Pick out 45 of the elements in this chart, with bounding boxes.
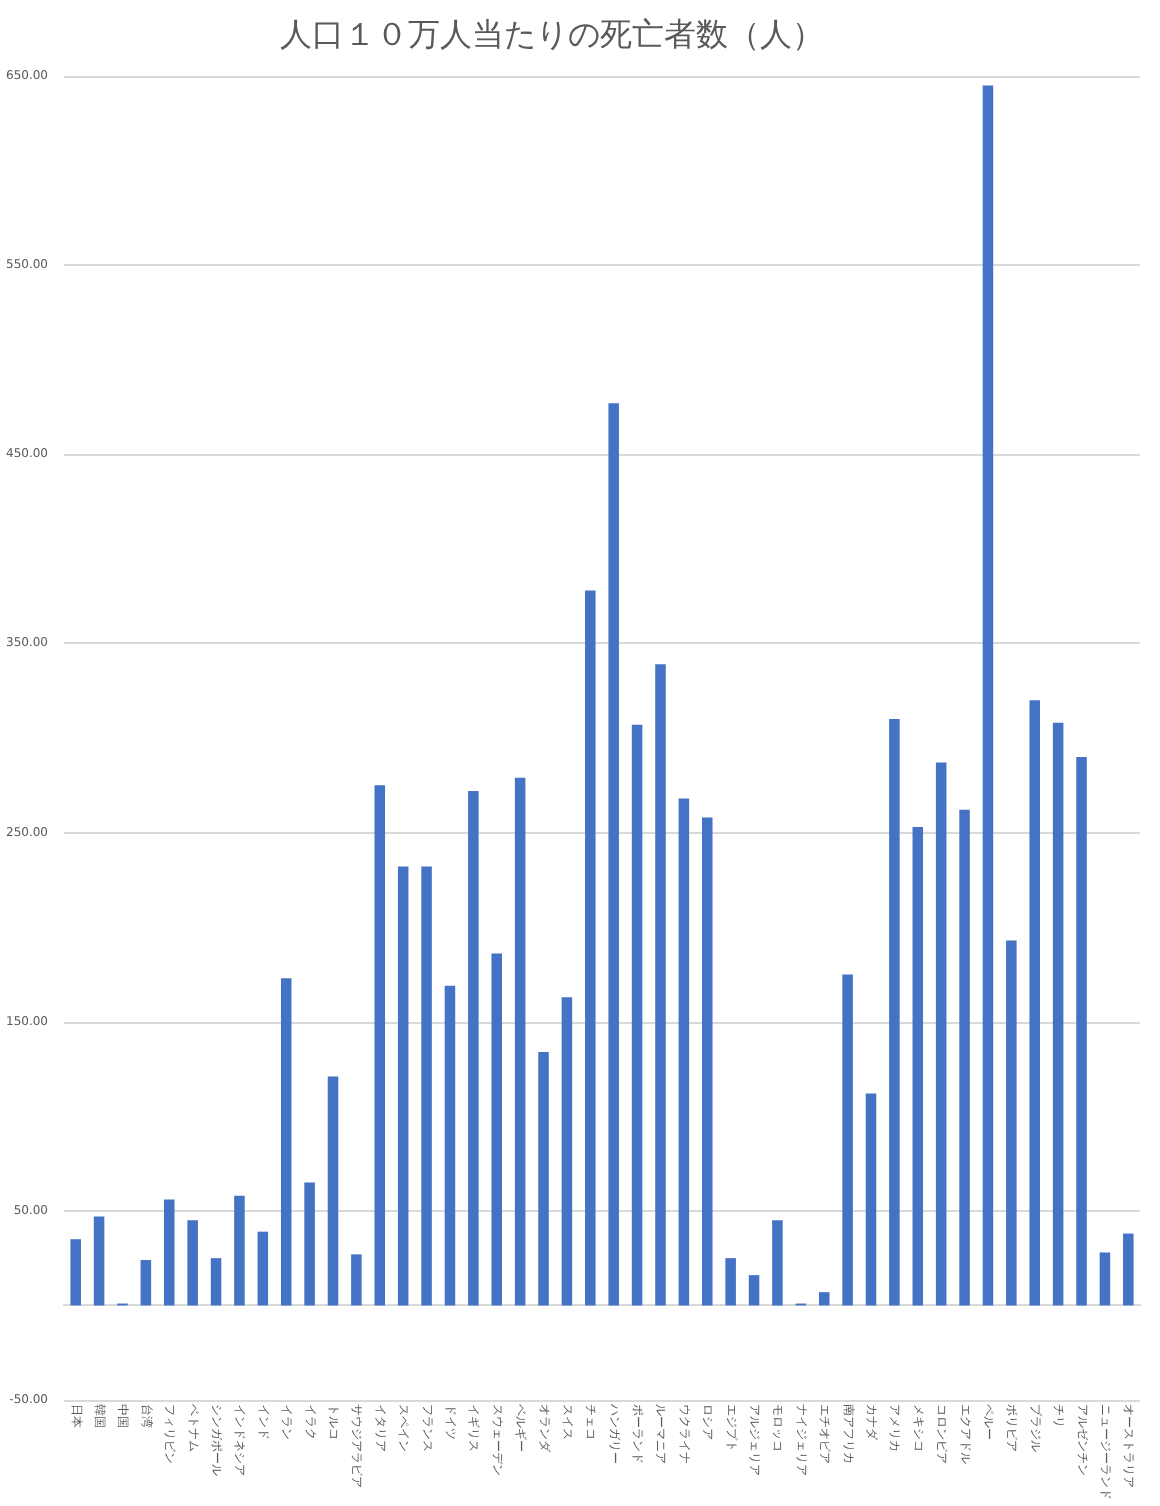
- bar: [585, 590, 596, 1306]
- bar: [514, 777, 526, 1306]
- bar: [842, 974, 853, 1306]
- bar: [608, 403, 619, 1306]
- bar: [1076, 756, 1087, 1306]
- bar: [631, 724, 643, 1306]
- bar: [164, 1199, 175, 1306]
- bar: [397, 866, 409, 1306]
- bar: [935, 762, 947, 1306]
- bar: [1099, 1252, 1111, 1306]
- bar: [678, 798, 690, 1306]
- bar: [1006, 940, 1017, 1306]
- bar: [187, 1220, 198, 1306]
- bar: [725, 1258, 736, 1306]
- bar: [351, 1254, 362, 1306]
- bar: [865, 1093, 877, 1306]
- bar: [93, 1216, 105, 1306]
- bar: [655, 664, 666, 1306]
- bar: [772, 1220, 783, 1306]
- bar: [421, 866, 432, 1306]
- bar: [702, 817, 713, 1306]
- bar: [912, 826, 924, 1306]
- bar: [748, 1275, 760, 1306]
- bar: [491, 953, 502, 1306]
- bar: [304, 1182, 315, 1306]
- bar: [538, 1051, 549, 1306]
- bar: [1029, 700, 1040, 1306]
- bar: [70, 1239, 81, 1306]
- bar: [1052, 722, 1064, 1306]
- bar: [1123, 1233, 1134, 1306]
- bar: [959, 809, 970, 1306]
- bar: [280, 978, 292, 1306]
- bar: [444, 985, 456, 1306]
- bar: [982, 85, 994, 1306]
- bar: [889, 719, 900, 1306]
- bar: [818, 1292, 830, 1306]
- bar: [374, 785, 386, 1306]
- bar: [327, 1076, 339, 1306]
- bar: [140, 1260, 152, 1306]
- bar: [561, 997, 573, 1306]
- bar: [257, 1231, 269, 1306]
- bar: [210, 1258, 222, 1306]
- bar: [468, 790, 479, 1306]
- bar: [234, 1195, 245, 1306]
- chart-title: 人口１０万人当たりの死亡者数（人）: [280, 15, 824, 53]
